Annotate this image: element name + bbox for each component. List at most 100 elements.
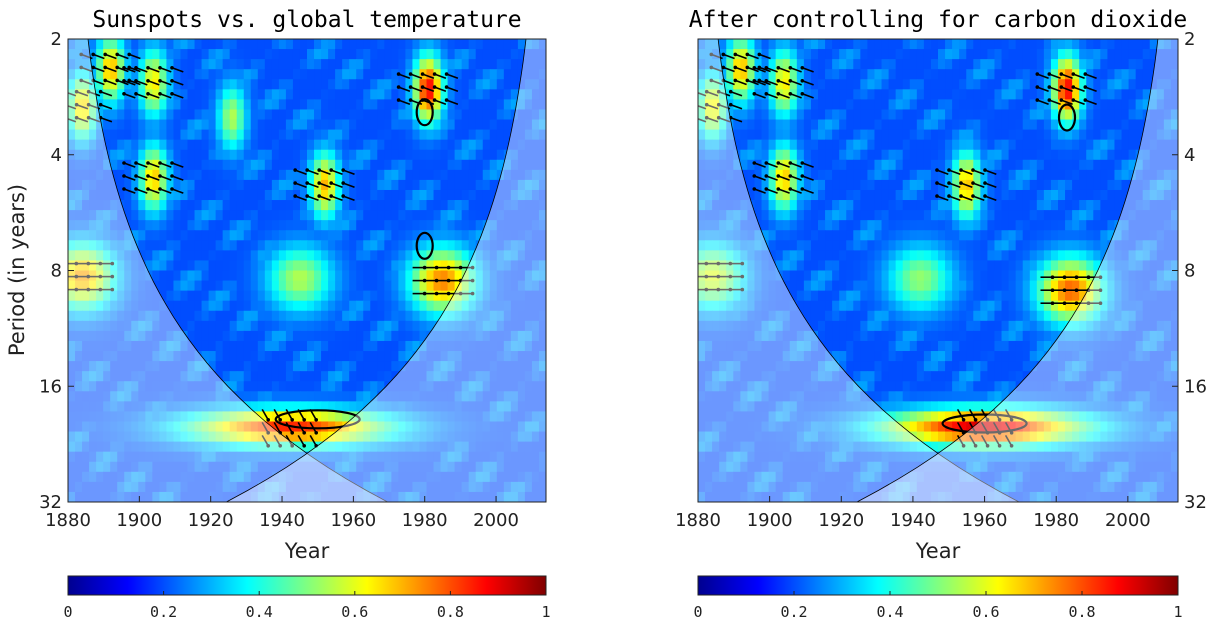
heatmap-cell <box>314 481 322 493</box>
cone-of-influence-right <box>226 39 546 502</box>
heatmap-cell <box>461 39 470 50</box>
heatmap-cell <box>1036 139 1045 151</box>
heatmap-cell <box>454 411 463 423</box>
heatmap-cell <box>208 159 217 171</box>
heatmap-cell <box>131 421 139 433</box>
heatmap-cell <box>405 139 414 151</box>
heatmap-cell <box>426 330 435 342</box>
heatmap-cell <box>103 391 111 402</box>
phase-arrow-head <box>408 72 413 76</box>
heatmap-cell <box>117 391 125 402</box>
heatmap-cell <box>482 471 491 483</box>
heatmap-cell <box>363 451 371 463</box>
heatmap-cell <box>243 351 252 362</box>
heatmap-cell <box>208 421 217 433</box>
heatmap-cell <box>419 481 428 493</box>
heatmap-cell <box>881 89 890 100</box>
heatmap-cell <box>966 200 974 211</box>
heatmap-cell <box>215 461 224 473</box>
heatmap-cell <box>180 159 189 171</box>
heatmap-cell <box>712 230 720 241</box>
heatmap-cell <box>461 139 470 151</box>
heatmap-cell <box>489 39 498 50</box>
heatmap-cell <box>916 109 925 121</box>
heatmap-cell <box>96 200 104 211</box>
heatmap-cell <box>412 99 421 111</box>
phase-arrow-head <box>86 102 91 107</box>
heatmap-cell <box>1093 220 1101 231</box>
heatmap-cell <box>538 179 546 191</box>
heatmap-cell <box>503 381 512 392</box>
heatmap-cell <box>909 79 918 90</box>
heatmap-cell <box>173 79 182 90</box>
heatmap-cell <box>860 109 869 121</box>
heatmap-cell <box>945 240 953 251</box>
heatmap-cell <box>412 250 421 262</box>
heatmap-cell <box>496 371 505 382</box>
heatmap-cell <box>314 169 322 181</box>
heatmap-cell <box>846 59 854 70</box>
heatmap-cell <box>1072 129 1080 141</box>
heatmap-cell <box>930 39 939 50</box>
heatmap-cell <box>82 491 90 502</box>
heatmap-cell <box>131 401 139 413</box>
heatmap-cell <box>292 240 301 251</box>
heatmap-cell <box>825 69 833 80</box>
phase-arrow-head <box>103 52 107 57</box>
heatmap-cell <box>405 491 414 502</box>
heatmap-cell <box>180 129 189 141</box>
heatmap-cell <box>987 149 996 161</box>
heatmap-cell <box>468 290 477 302</box>
heatmap-cell <box>328 330 336 342</box>
heatmap-cell <box>124 250 132 262</box>
heatmap-cell <box>356 119 364 131</box>
heatmap-cell <box>1156 79 1165 90</box>
heatmap-cell <box>370 149 378 161</box>
heatmap-cell <box>110 310 118 322</box>
heatmap-cell <box>314 290 322 302</box>
heatmap-cell <box>335 159 343 171</box>
phase-arrow <box>261 409 269 421</box>
heatmap-cell <box>447 371 456 382</box>
heatmap-cell <box>110 230 118 241</box>
heatmap-cell <box>825 139 833 151</box>
heatmap-cell <box>482 330 491 342</box>
heatmap-cell <box>356 451 364 463</box>
heatmap-cell <box>768 230 777 241</box>
heatmap-cell <box>173 230 182 241</box>
phase-arrow-head <box>110 287 115 292</box>
heatmap-cell <box>117 129 125 141</box>
heatmap-cell <box>208 230 217 241</box>
heatmap-cell <box>782 139 791 151</box>
heatmap-cell <box>503 129 512 141</box>
heatmap-cell <box>524 340 533 352</box>
heatmap-cell <box>426 210 435 221</box>
heatmap-cell <box>803 220 812 231</box>
heatmap-cell <box>888 59 897 70</box>
heatmap-cell <box>257 99 266 111</box>
heatmap-cell <box>292 109 301 121</box>
heatmap-cell <box>285 310 294 322</box>
heatmap-cell <box>768 69 777 80</box>
heatmap-cell <box>775 200 784 211</box>
heatmap-cell <box>110 481 118 493</box>
heatmap-cell <box>867 119 876 131</box>
heatmap-cell <box>489 461 498 473</box>
heatmap-cell <box>131 129 139 141</box>
heatmap-cell <box>1121 159 1130 171</box>
heatmap-cell <box>994 210 1003 221</box>
heatmap-cell <box>538 109 546 121</box>
heatmap-cell <box>531 401 540 413</box>
heatmap-cell <box>1086 39 1094 50</box>
heatmap-cell <box>412 179 421 191</box>
heatmap-cell <box>1065 109 1073 121</box>
heatmap-cell <box>1156 139 1165 151</box>
heatmap-cell <box>236 421 245 433</box>
heatmap-cell <box>285 189 294 201</box>
heatmap-cell <box>531 351 540 362</box>
heatmap-cell <box>173 451 182 463</box>
heatmap-cell <box>278 250 287 262</box>
heatmap-cell <box>475 89 484 100</box>
heatmap-cell <box>881 49 890 60</box>
heatmap-cell <box>468 109 477 121</box>
